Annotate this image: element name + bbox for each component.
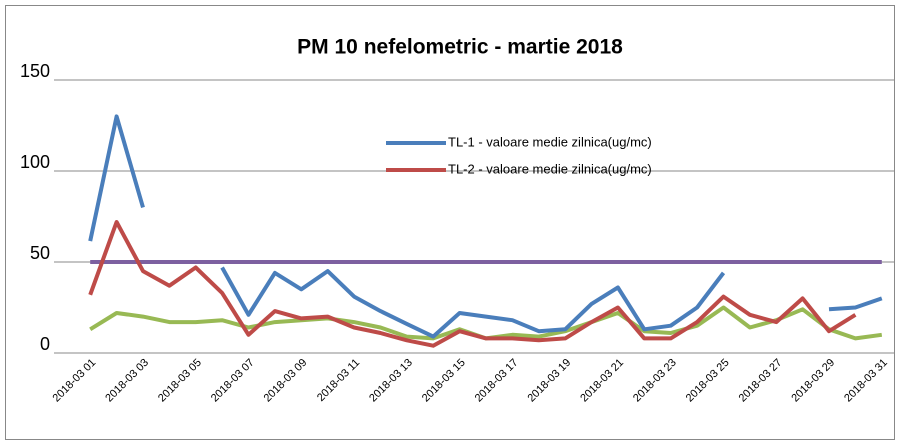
legend-label: TL-2 - valoare medie zilnica(ug/mc) — [448, 161, 652, 176]
chart-title: PM 10 nefelometric - martie 2018 — [297, 36, 623, 59]
chart-frame — [5, 5, 895, 440]
series-line — [88, 114, 883, 339]
y-tick-label: 0 — [40, 334, 50, 354]
y-tick-label: 100 — [20, 152, 50, 172]
legend-label: TL-1 - valoare medie zilnica(ug/mc) — [448, 134, 652, 149]
y-tick-label: 150 — [20, 61, 50, 81]
series-line — [88, 220, 857, 348]
y-tick-label: 50 — [30, 243, 50, 263]
